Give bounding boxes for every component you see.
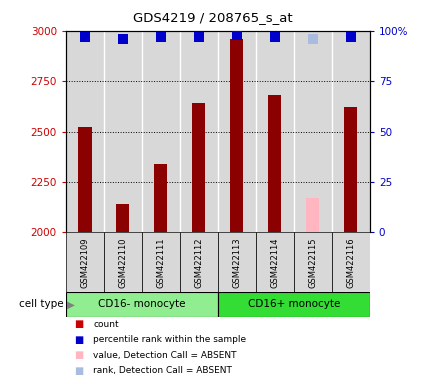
Bar xyxy=(154,164,167,232)
Bar xyxy=(332,31,370,232)
Bar xyxy=(218,31,256,232)
Text: GSM422113: GSM422113 xyxy=(232,237,241,288)
Text: percentile rank within the sample: percentile rank within the sample xyxy=(94,335,246,344)
Bar xyxy=(142,232,180,292)
Bar xyxy=(104,31,142,232)
Text: GSM422111: GSM422111 xyxy=(156,237,165,288)
Text: ■: ■ xyxy=(74,319,84,329)
Bar xyxy=(306,198,320,232)
Point xyxy=(233,31,240,38)
Text: CD16+ monocyte: CD16+ monocyte xyxy=(248,299,340,310)
Text: GSM422109: GSM422109 xyxy=(80,237,89,288)
Bar xyxy=(294,232,332,292)
Bar xyxy=(218,232,256,292)
Text: GSM422112: GSM422112 xyxy=(194,237,203,288)
Text: value, Detection Call = ABSENT: value, Detection Call = ABSENT xyxy=(94,351,237,360)
Point xyxy=(196,34,202,40)
Bar xyxy=(256,232,294,292)
Bar xyxy=(66,31,104,232)
Text: ■: ■ xyxy=(74,335,84,345)
Bar xyxy=(192,103,205,232)
Text: ▶: ▶ xyxy=(67,299,75,310)
Text: GSM422116: GSM422116 xyxy=(346,237,355,288)
Point xyxy=(272,34,278,40)
Bar xyxy=(294,31,332,232)
Text: GDS4219 / 208765_s_at: GDS4219 / 208765_s_at xyxy=(133,12,292,25)
Bar xyxy=(180,31,218,232)
Text: ■: ■ xyxy=(74,366,84,376)
Bar xyxy=(142,31,180,232)
Bar xyxy=(268,95,281,232)
Point xyxy=(119,36,126,42)
Text: GSM422115: GSM422115 xyxy=(308,237,317,288)
Text: ■: ■ xyxy=(74,350,84,360)
Bar xyxy=(66,292,218,317)
Point xyxy=(309,36,316,42)
Bar xyxy=(230,39,244,232)
Bar xyxy=(344,107,357,232)
Point xyxy=(157,34,164,40)
Bar xyxy=(180,232,218,292)
Bar xyxy=(256,31,294,232)
Text: GSM422110: GSM422110 xyxy=(118,237,127,288)
Text: GSM422114: GSM422114 xyxy=(270,237,279,288)
Point xyxy=(347,34,354,40)
Bar xyxy=(104,232,142,292)
Bar xyxy=(66,232,104,292)
Bar xyxy=(78,127,91,232)
Text: count: count xyxy=(94,320,119,329)
Text: rank, Detection Call = ABSENT: rank, Detection Call = ABSENT xyxy=(94,366,232,375)
Bar xyxy=(218,292,370,317)
Bar xyxy=(332,232,370,292)
Text: CD16- monocyte: CD16- monocyte xyxy=(98,299,186,310)
Bar xyxy=(116,204,130,232)
Text: cell type: cell type xyxy=(19,299,64,310)
Point xyxy=(82,34,88,40)
